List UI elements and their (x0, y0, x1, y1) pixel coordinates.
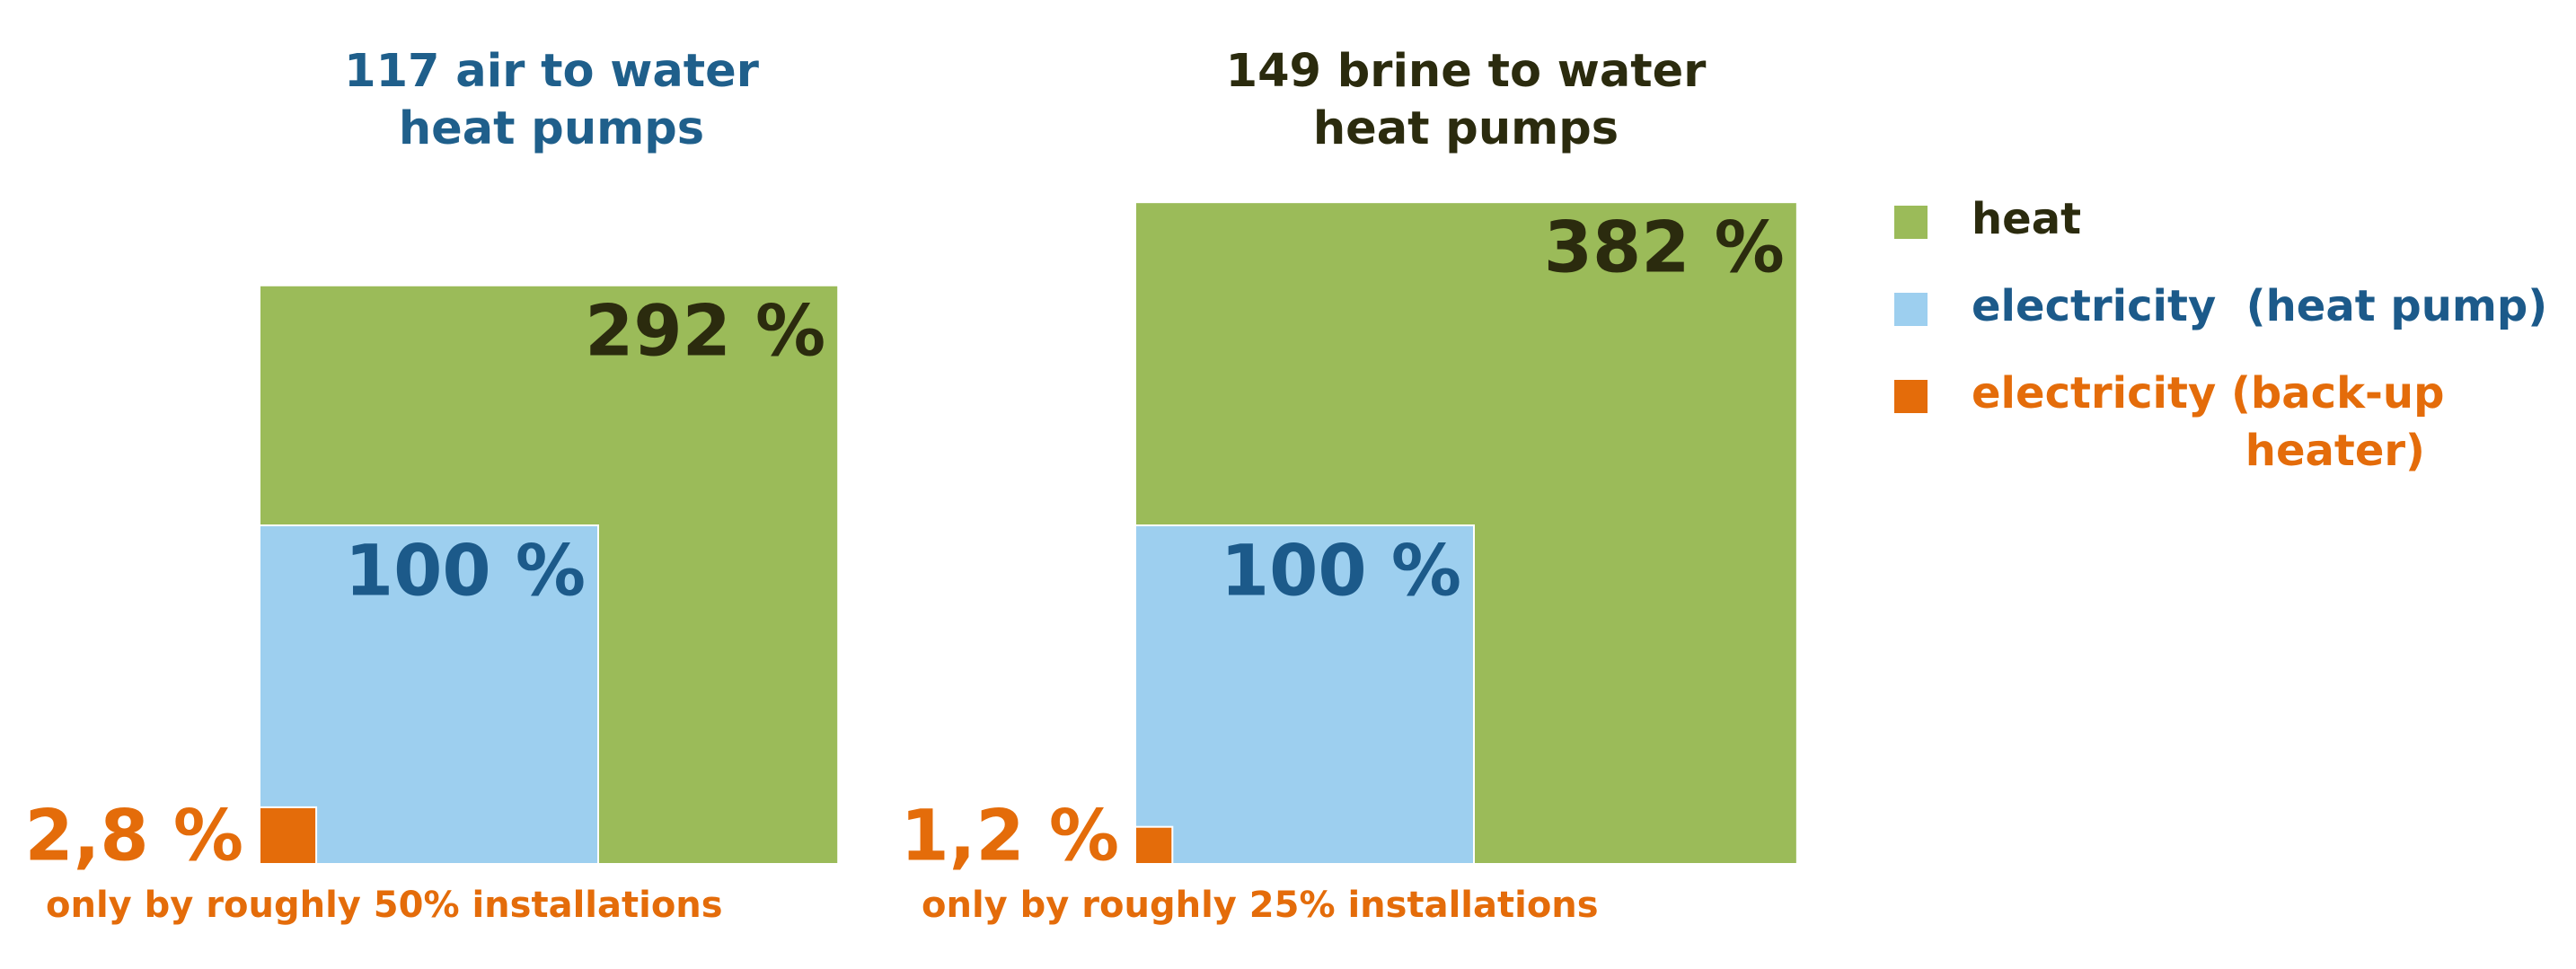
legend-label: electricity (heat pump) (1972, 281, 2547, 331)
legend-swatch (1894, 206, 1928, 239)
note: only by roughly 25% installations (922, 885, 1599, 926)
chart-title: heat pumps (399, 102, 704, 155)
square (1134, 825, 1174, 866)
value-label: 2,8 % (25, 796, 243, 877)
note: only by roughly 50% installations (46, 885, 723, 926)
legend-swatch (1894, 293, 1928, 326)
legend-label: electricity (back-up (1972, 368, 2444, 418)
value-label: 292 % (585, 291, 825, 372)
square (1134, 524, 1475, 865)
value-label: 1,2 % (901, 796, 1119, 877)
value-label: 100 % (345, 531, 586, 612)
legend-label: heat (1972, 194, 2081, 244)
chart-title: heat pumps (1313, 102, 1619, 155)
value-label: 100 % (1221, 531, 1461, 612)
legend-swatch (1894, 380, 1928, 413)
value-label: 382 % (1544, 208, 1785, 289)
square (259, 806, 318, 865)
chart-title: 149 brine to water (1226, 45, 1707, 98)
legend-label: heater) (2245, 426, 2425, 476)
chart-title: 117 air to water (344, 45, 759, 98)
